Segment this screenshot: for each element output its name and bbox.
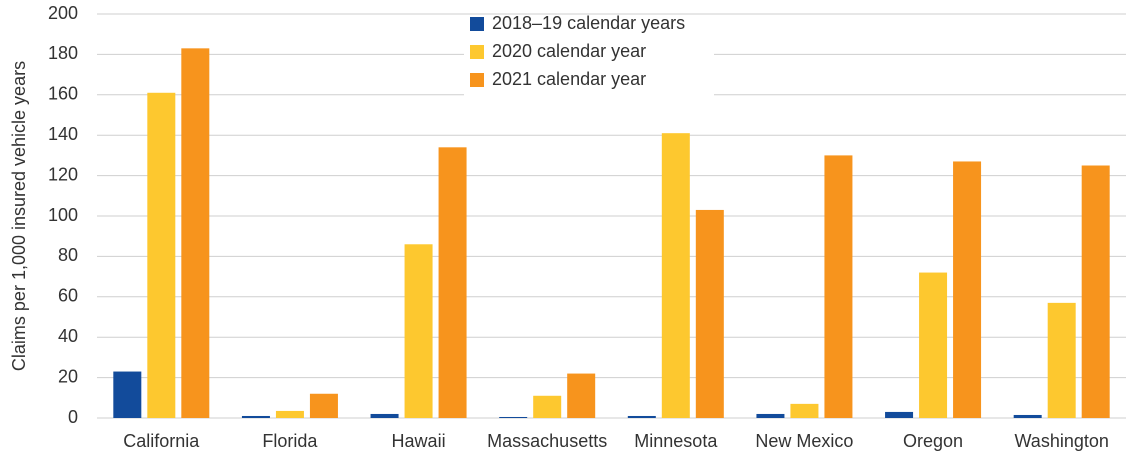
- bar: [567, 373, 596, 418]
- legend-background: [464, 16, 714, 102]
- y-tick-label: 20: [58, 366, 78, 386]
- bar: [533, 395, 562, 418]
- bar: [113, 371, 142, 418]
- bar: [695, 209, 724, 418]
- x-tick-label: Minnesota: [634, 431, 718, 451]
- bar: [661, 133, 690, 418]
- bar: [1081, 165, 1110, 418]
- y-tick-label: 0: [68, 407, 78, 427]
- x-tick-label: New Mexico: [755, 431, 853, 451]
- legend-swatch: [470, 45, 484, 59]
- x-tick-label: Washington: [1014, 431, 1108, 451]
- y-tick-label: 160: [48, 84, 78, 104]
- bar: [953, 161, 982, 418]
- bar: [756, 413, 785, 418]
- legend-swatch: [470, 17, 484, 31]
- bar: [404, 244, 433, 418]
- bar: [181, 48, 210, 419]
- bar: [824, 155, 853, 418]
- bar: [275, 410, 304, 418]
- legend-label: 2018–19 calendar years: [492, 13, 685, 33]
- x-tick-label: Florida: [262, 431, 318, 451]
- x-tick-label: California: [123, 431, 200, 451]
- y-tick-label: 140: [48, 124, 78, 144]
- legend-label: 2021 calendar year: [492, 69, 646, 89]
- y-tick-label: 40: [58, 326, 78, 346]
- y-tick-label: 100: [48, 205, 78, 225]
- y-tick-label: 60: [58, 286, 78, 306]
- bar: [627, 415, 656, 418]
- bar: [1047, 302, 1076, 418]
- x-tick-label: Hawaii: [392, 431, 446, 451]
- y-axis-label: Claims per 1,000 insured vehicle years: [9, 61, 29, 371]
- y-tick-label: 180: [48, 43, 78, 63]
- bar: [370, 413, 399, 418]
- bar: [147, 92, 176, 418]
- legend-swatch: [470, 73, 484, 87]
- bar: [885, 411, 914, 418]
- bar: [1013, 414, 1042, 418]
- x-tick-label: Oregon: [903, 431, 963, 451]
- bar: [499, 416, 528, 418]
- y-tick-label: 80: [58, 245, 78, 265]
- x-tick-label: Massachusetts: [487, 431, 607, 451]
- legend-label: 2020 calendar year: [492, 41, 646, 61]
- bar: [438, 147, 467, 418]
- bar: [919, 272, 948, 418]
- bar: [309, 393, 338, 418]
- y-tick-label: 200: [48, 3, 78, 23]
- y-tick-label: 120: [48, 164, 78, 184]
- bar: [241, 415, 270, 418]
- bar: [790, 403, 819, 418]
